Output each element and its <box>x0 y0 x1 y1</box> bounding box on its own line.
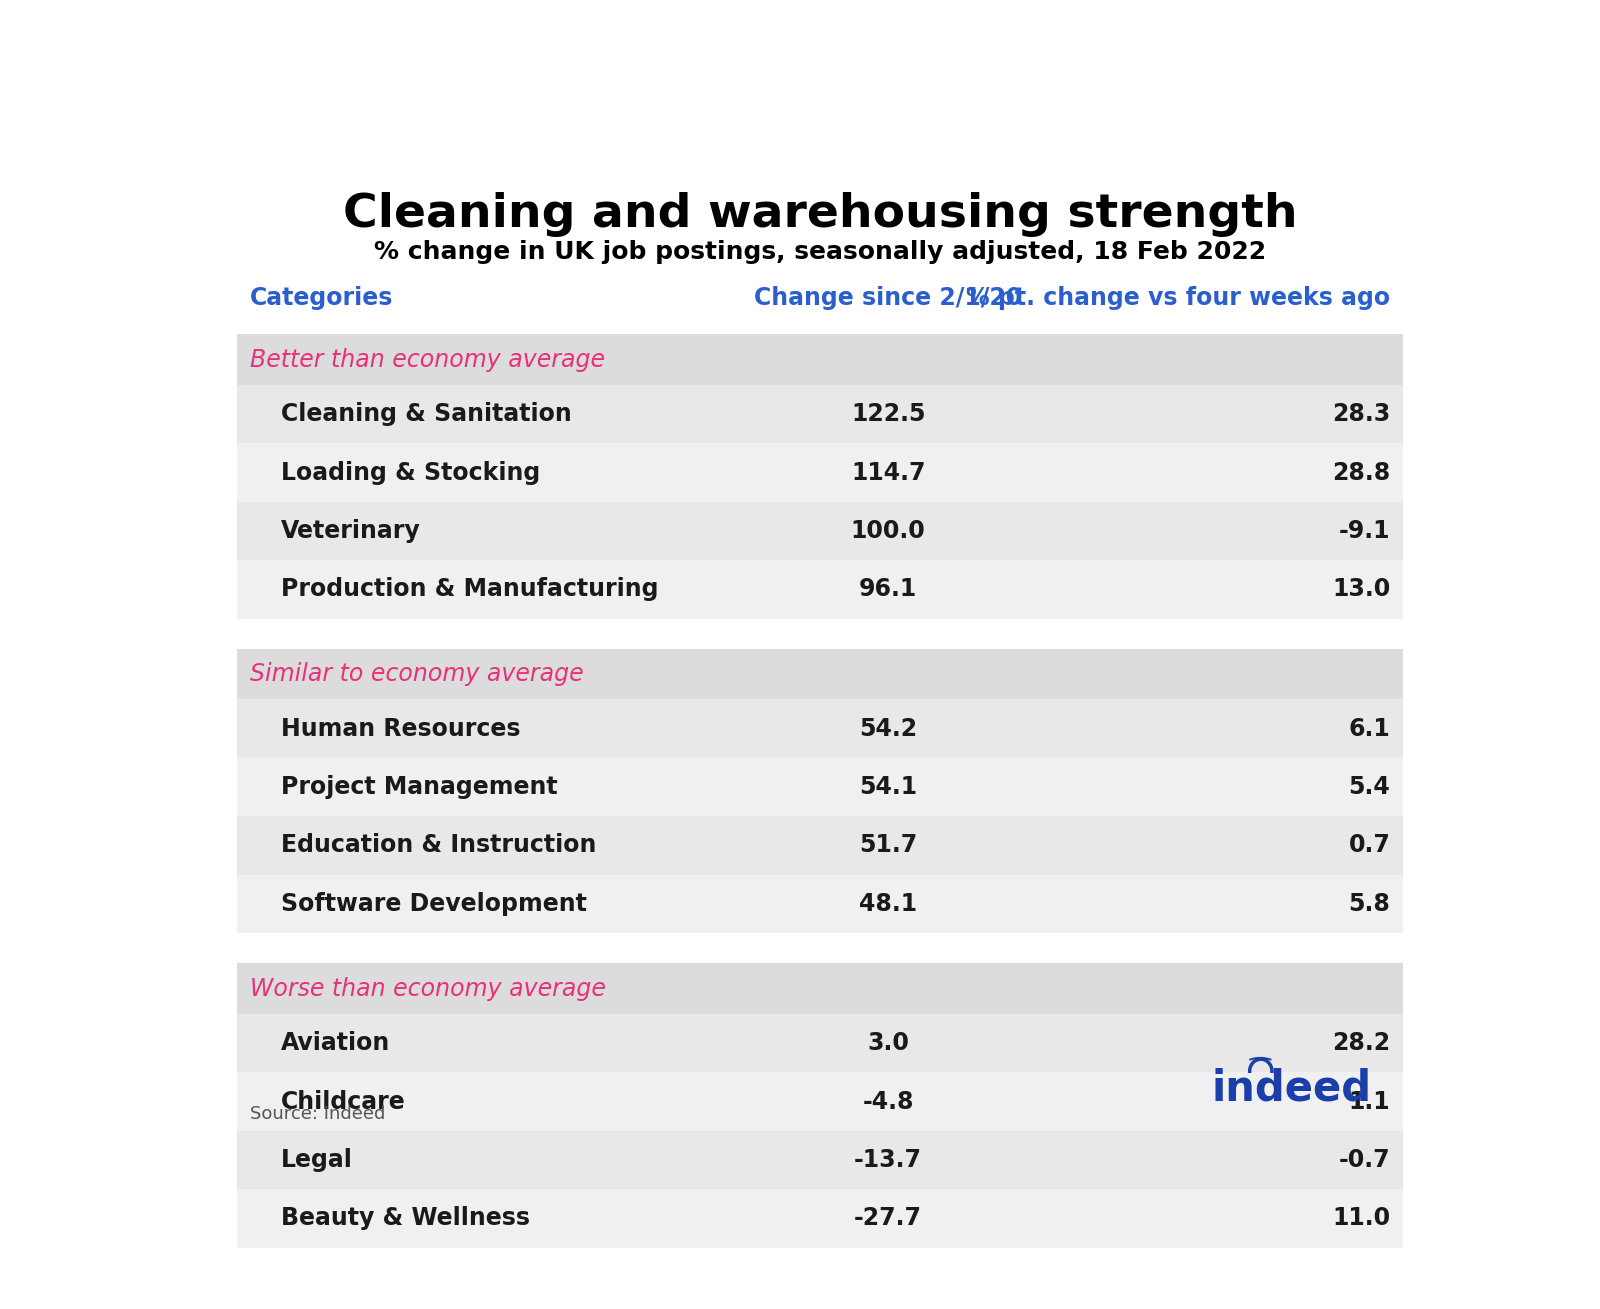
Text: % change in UK job postings, seasonally adjusted, 18 Feb 2022: % change in UK job postings, seasonally … <box>374 240 1266 263</box>
Text: 100.0: 100.0 <box>851 520 925 543</box>
Text: 54.2: 54.2 <box>859 716 917 741</box>
Text: 48.1: 48.1 <box>859 891 917 916</box>
Text: Project Management: Project Management <box>280 775 557 798</box>
Text: Production & Manufacturing: Production & Manufacturing <box>280 577 658 601</box>
Bar <box>237 758 1403 817</box>
Text: Human Resources: Human Resources <box>280 716 520 741</box>
Bar <box>237 874 1403 933</box>
Bar <box>237 385 1403 444</box>
Bar <box>237 501 1403 560</box>
Text: 51.7: 51.7 <box>859 834 917 857</box>
Text: Cleaning & Sanitation: Cleaning & Sanitation <box>280 402 571 427</box>
Bar <box>237 335 1403 385</box>
Text: Loading & Stocking: Loading & Stocking <box>280 461 539 484</box>
Text: 96.1: 96.1 <box>859 577 917 601</box>
Bar <box>237 560 1403 619</box>
Bar <box>237 1014 1403 1072</box>
Text: 122.5: 122.5 <box>851 402 925 427</box>
Text: Source: Indeed: Source: Indeed <box>250 1105 386 1123</box>
Text: Software Development: Software Development <box>280 891 587 916</box>
Bar <box>237 444 1403 501</box>
Text: -27.7: -27.7 <box>854 1207 922 1230</box>
Text: 114.7: 114.7 <box>851 461 925 484</box>
Text: 11.0: 11.0 <box>1333 1207 1390 1230</box>
Text: -4.8: -4.8 <box>862 1089 914 1114</box>
Text: % pt. change vs four weeks ago: % pt. change vs four weeks ago <box>966 287 1390 310</box>
Text: 3.0: 3.0 <box>867 1031 909 1055</box>
Text: 28.2: 28.2 <box>1333 1031 1390 1055</box>
Bar <box>237 963 1403 1014</box>
Text: 1.1: 1.1 <box>1349 1089 1390 1114</box>
Text: 28.3: 28.3 <box>1333 402 1390 427</box>
Bar <box>237 649 1403 699</box>
Text: 54.1: 54.1 <box>859 775 917 798</box>
Text: Better than economy average: Better than economy average <box>250 348 605 372</box>
Text: Childcare: Childcare <box>280 1089 405 1114</box>
Bar <box>237 699 1403 758</box>
Text: Worse than economy average: Worse than economy average <box>250 977 605 1000</box>
Text: 5.4: 5.4 <box>1349 775 1390 798</box>
Text: Similar to economy average: Similar to economy average <box>250 662 584 686</box>
Text: 28.8: 28.8 <box>1333 461 1390 484</box>
Bar <box>237 1131 1403 1189</box>
Text: Veterinary: Veterinary <box>280 520 421 543</box>
Text: Aviation: Aviation <box>280 1031 390 1055</box>
Text: Change since 2/1/20: Change since 2/1/20 <box>754 287 1022 310</box>
Bar <box>237 817 1403 874</box>
Text: 0.7: 0.7 <box>1349 834 1390 857</box>
Text: Legal: Legal <box>280 1148 352 1172</box>
Text: -9.1: -9.1 <box>1339 520 1390 543</box>
Bar <box>237 1072 1403 1131</box>
Text: 5.8: 5.8 <box>1349 891 1390 916</box>
Text: indeed: indeed <box>1211 1068 1371 1110</box>
Text: Cleaning and warehousing strength: Cleaning and warehousing strength <box>342 192 1298 237</box>
Text: 13.0: 13.0 <box>1333 577 1390 601</box>
Text: -13.7: -13.7 <box>854 1148 922 1172</box>
Text: 6.1: 6.1 <box>1349 716 1390 741</box>
Text: Beauty & Wellness: Beauty & Wellness <box>280 1207 530 1230</box>
Text: -0.7: -0.7 <box>1339 1148 1390 1172</box>
Text: ⁀: ⁀ <box>1250 1060 1270 1084</box>
Bar <box>237 1189 1403 1247</box>
Text: Education & Instruction: Education & Instruction <box>280 834 595 857</box>
Text: Categories: Categories <box>250 287 394 310</box>
